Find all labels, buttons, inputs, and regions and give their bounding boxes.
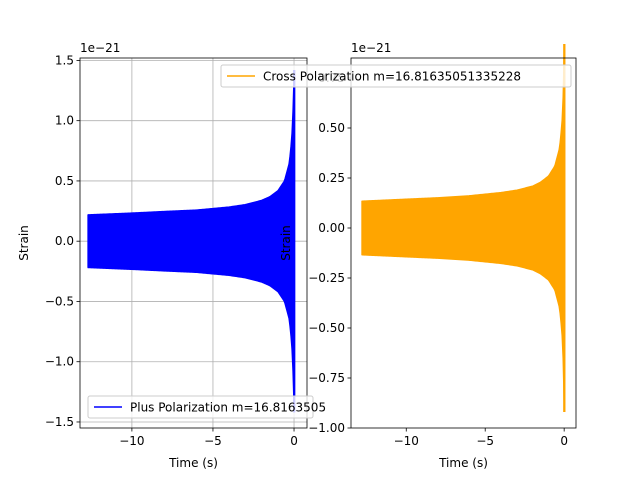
y-tick-label: −1.5 (45, 415, 74, 429)
y-axis-label: Strain (279, 225, 293, 261)
legend-entry: Cross Polarization m=16.81635051335228 (263, 70, 521, 84)
y-tick-label: −0.50 (308, 321, 345, 335)
y-tick-label: −0.5 (45, 294, 74, 308)
cross-polarization-axes: −10 −5 0 −1.00 −0.75 −0.50 −0.25 0.00 0.25 0.50 0… (279, 41, 577, 470)
cross-series (361, 43, 566, 413)
x-axis-label: Time (s) (438, 456, 488, 470)
y-tick-label: 1.0 (55, 114, 74, 128)
x-axis-label: Time (s) (168, 456, 218, 470)
x-tick-label: −5 (476, 434, 494, 448)
y-tick-label: −0.75 (308, 371, 345, 385)
legend-box (87, 395, 314, 419)
y-tick-label: 0.0 (55, 234, 74, 248)
legend-entry: Plus Polarization m=16.8163505 (130, 401, 326, 415)
x-tick-label: −5 (204, 434, 222, 448)
plus-legend: Plus Polarization m=16.8163505 (87, 395, 326, 419)
x-ticks: −10 −5 0 (394, 428, 568, 448)
y-offset-text: 1e−21 (80, 41, 120, 55)
x-ticks: −10 −5 0 (119, 428, 298, 448)
x-tick-label: 0 (290, 434, 298, 448)
y-tick-label: −1.00 (308, 421, 345, 435)
y-tick-label: 0.00 (318, 221, 345, 235)
cross-legend: Cross Polarization m=16.81635051335228 (220, 64, 572, 88)
y-tick-label: 0.25 (318, 171, 345, 185)
x-tick-label: −10 (119, 434, 144, 448)
x-tick-label: −10 (394, 434, 419, 448)
y-tick-label: −1.0 (45, 355, 74, 369)
axes-frame (350, 57, 577, 429)
x-tick-label: 0 (560, 434, 568, 448)
axes-frame (79, 57, 308, 429)
y-axis-label: Strain (17, 225, 31, 261)
y-tick-label: 0.50 (318, 121, 345, 135)
y-tick-label: 0.5 (55, 174, 74, 188)
y-tick-label: −0.25 (308, 271, 345, 285)
y-offset-text: 1e−21 (351, 41, 391, 55)
legend-box (220, 64, 572, 88)
y-tick-label: 1.5 (55, 53, 74, 67)
y-ticks: −1.5 −1.0 −0.5 0.0 0.5 1.0 1.5 (45, 53, 80, 429)
